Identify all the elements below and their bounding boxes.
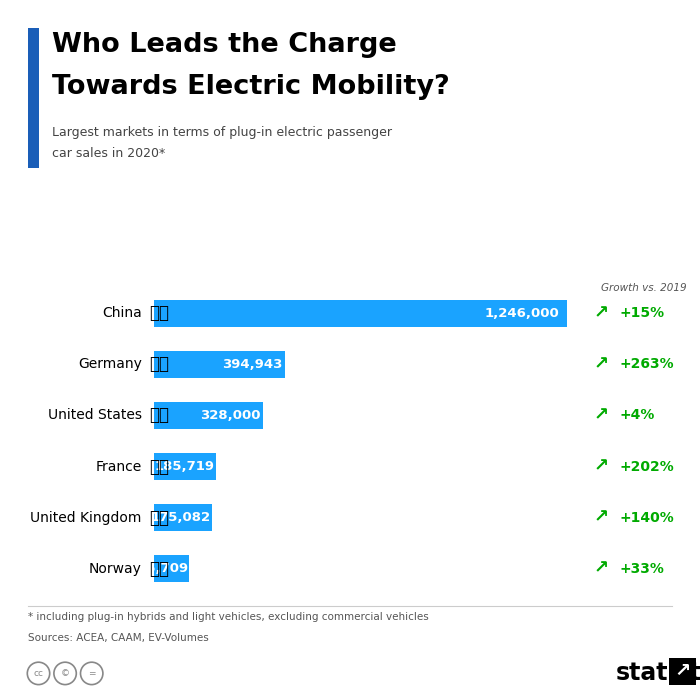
- Text: United States: United States: [48, 408, 141, 422]
- Text: ↗: ↗: [594, 304, 609, 322]
- Text: ↗: ↗: [594, 458, 609, 475]
- Text: ↗: ↗: [674, 662, 691, 680]
- Text: +4%: +4%: [620, 408, 654, 422]
- Bar: [154, 556, 189, 582]
- Text: 328,000: 328,000: [200, 409, 260, 422]
- Text: China: China: [102, 306, 141, 320]
- Text: 🇬🇧: 🇬🇧: [149, 509, 169, 526]
- Text: 175,082: 175,082: [150, 511, 211, 524]
- Text: Towards Electric Mobility?: Towards Electric Mobility?: [52, 74, 450, 99]
- Text: Norway: Norway: [89, 562, 141, 576]
- Text: 🇳🇴: 🇳🇴: [149, 560, 169, 577]
- Text: 🇩🇪: 🇩🇪: [149, 356, 169, 373]
- Bar: [154, 402, 262, 428]
- Text: ↗: ↗: [594, 356, 609, 373]
- Text: cc: cc: [34, 669, 43, 678]
- Text: France: France: [95, 460, 141, 474]
- Text: Sources: ACEA, CAAM, EV-Volumes: Sources: ACEA, CAAM, EV-Volumes: [28, 634, 209, 643]
- Text: Who Leads the Charge: Who Leads the Charge: [52, 32, 398, 57]
- Text: 105,709: 105,709: [128, 562, 188, 575]
- Text: * including plug-in hybrids and light vehicles, excluding commercial vehicles: * including plug-in hybrids and light ve…: [28, 612, 428, 622]
- Text: Germany: Germany: [78, 357, 141, 371]
- Text: +33%: +33%: [620, 562, 664, 576]
- Text: ©: ©: [61, 669, 69, 678]
- Bar: [154, 351, 285, 377]
- Text: 394,943: 394,943: [222, 358, 282, 371]
- Text: +263%: +263%: [620, 357, 674, 371]
- Text: Growth vs. 2019: Growth vs. 2019: [601, 283, 687, 293]
- Bar: [154, 505, 212, 531]
- Text: 🇫🇷: 🇫🇷: [149, 458, 169, 475]
- Text: 🇺🇸: 🇺🇸: [149, 407, 169, 424]
- Text: Largest markets in terms of plug-in electric passenger: Largest markets in terms of plug-in elec…: [52, 126, 393, 139]
- Bar: [28, 28, 39, 168]
- Text: car sales in 2020*: car sales in 2020*: [52, 147, 166, 160]
- Text: ↗: ↗: [594, 560, 609, 577]
- Text: United Kingdom: United Kingdom: [30, 511, 141, 525]
- Bar: [154, 454, 216, 480]
- Text: 1,246,000: 1,246,000: [484, 307, 559, 320]
- Text: +15%: +15%: [620, 306, 664, 320]
- Text: ↗: ↗: [594, 509, 609, 526]
- Bar: [154, 300, 567, 326]
- Text: statista: statista: [616, 662, 700, 685]
- Text: +202%: +202%: [620, 460, 674, 474]
- Text: +140%: +140%: [620, 511, 674, 525]
- Text: ↗: ↗: [594, 407, 609, 424]
- Text: 185,719: 185,719: [155, 460, 214, 473]
- Bar: [669, 658, 696, 685]
- Text: =: =: [88, 669, 95, 678]
- Text: 🇨🇳: 🇨🇳: [149, 304, 169, 322]
